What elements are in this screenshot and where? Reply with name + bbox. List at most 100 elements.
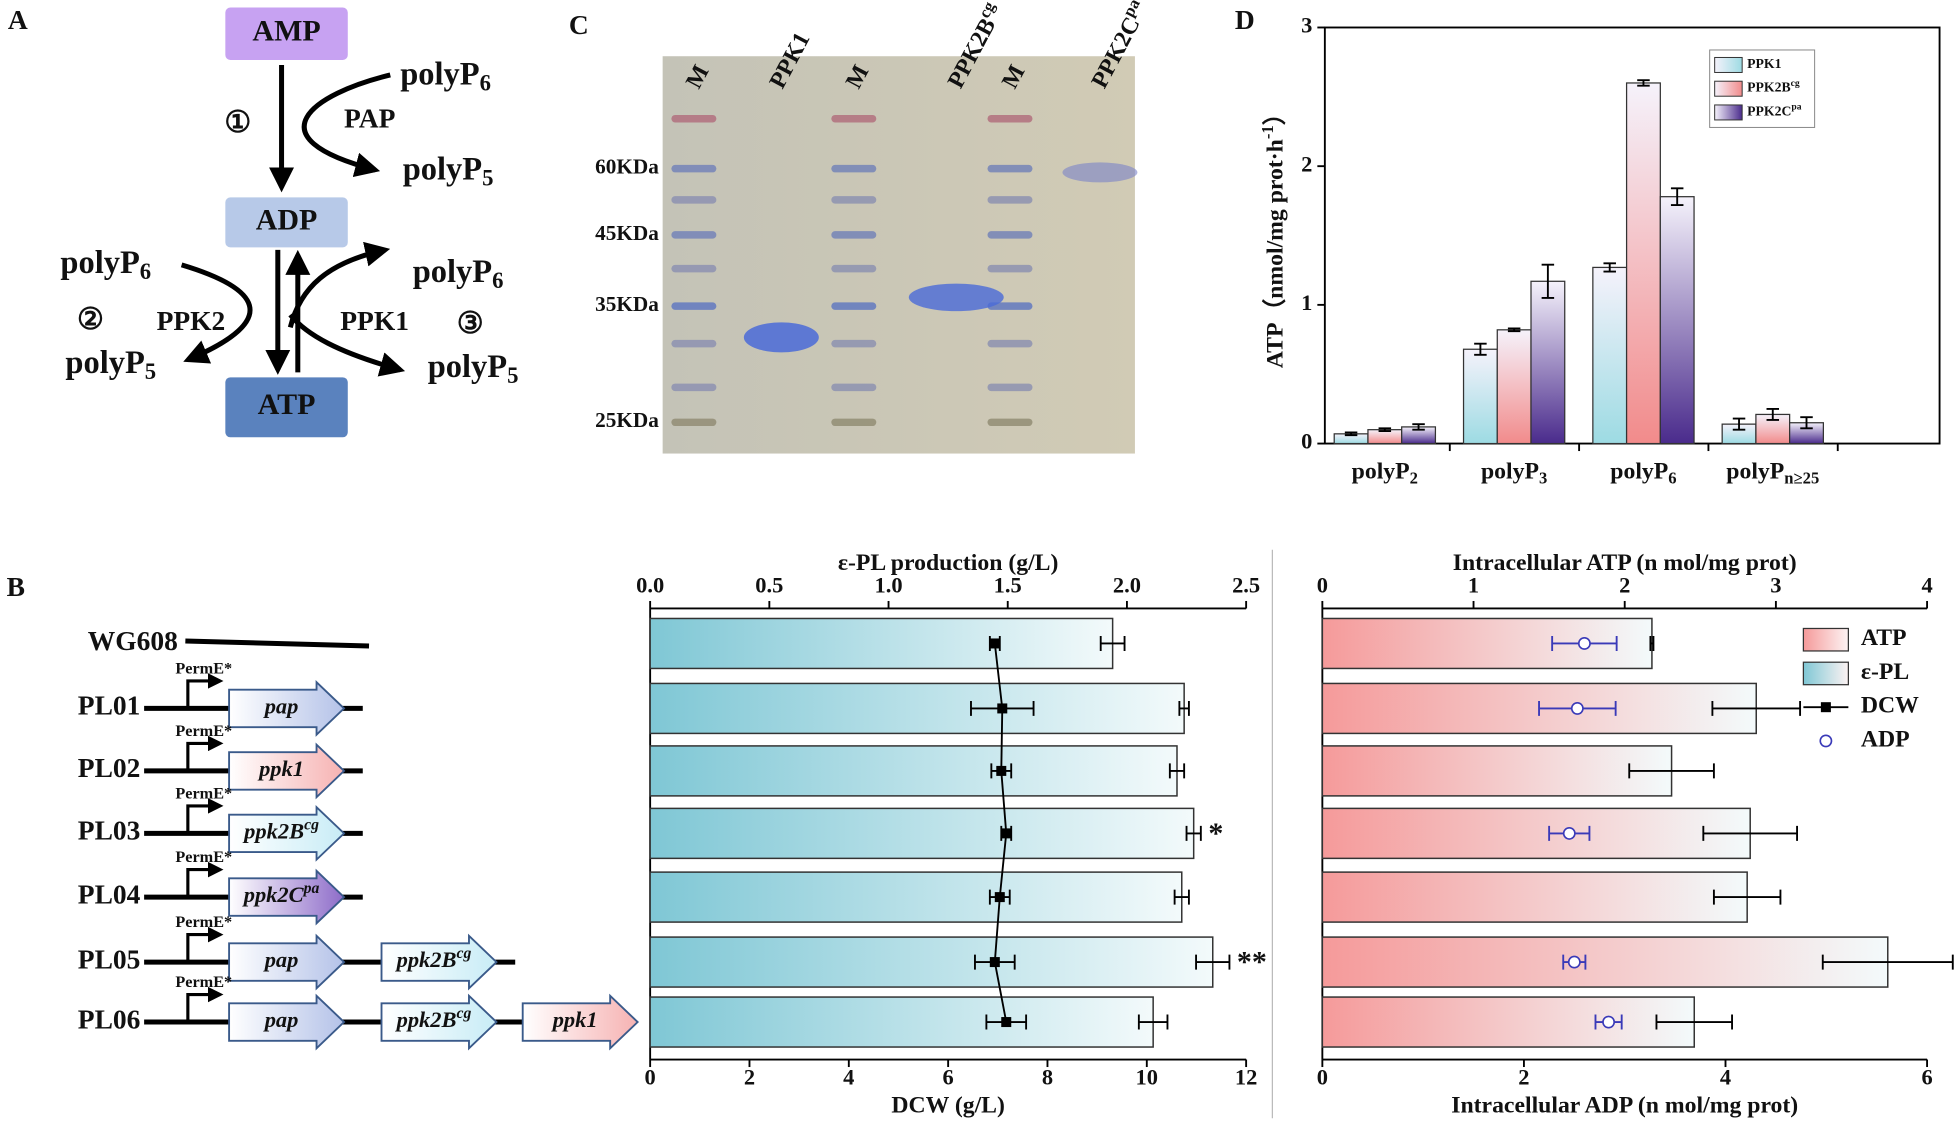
legend-swatch xyxy=(1714,80,1743,97)
gene-label: ppk2Cpa xyxy=(242,880,320,907)
step-number: ① xyxy=(224,106,251,139)
promoter-arrow xyxy=(186,926,224,963)
legend-label-part: cg xyxy=(1791,78,1800,89)
y-tick-label: 0 xyxy=(1301,429,1312,454)
point xyxy=(1562,826,1576,840)
promoter-label: PermE* xyxy=(175,848,232,866)
x2-tick-label: 8 xyxy=(1042,1065,1053,1090)
error-bar xyxy=(1732,417,1746,431)
error-bar xyxy=(1637,79,1650,87)
promoter-arrow xyxy=(186,798,224,834)
significance-mark: ** xyxy=(1237,945,1267,978)
enzyme-label: PAP xyxy=(344,104,395,134)
lane-label-part: pa xyxy=(1119,0,1144,20)
arrow xyxy=(301,72,391,177)
x-tick-label-part: polyP xyxy=(1726,459,1784,485)
point xyxy=(1577,637,1591,650)
x2-tick-label: 12 xyxy=(1235,1065,1257,1090)
gel-band xyxy=(987,196,1033,204)
x-tick-label: 1.5 xyxy=(994,572,1022,597)
substrate-label: polyP6 xyxy=(60,246,151,285)
gene-arrow xyxy=(228,680,346,737)
node-label: ATP xyxy=(258,388,316,421)
x-tick-label-part: n≥25 xyxy=(1784,468,1819,487)
panel-letter: A xyxy=(8,5,28,35)
y-tick-label: 3 xyxy=(1301,13,1312,38)
bar xyxy=(649,871,1183,923)
gel-band xyxy=(987,339,1033,348)
strain-label: PL06 xyxy=(78,1004,141,1034)
gel xyxy=(662,56,1135,454)
point xyxy=(994,892,1005,903)
node-label: ADP xyxy=(256,203,318,236)
substrate-label-part: polyP xyxy=(65,346,144,382)
substrate-label-part: 6 xyxy=(492,268,503,293)
panel-letter: B xyxy=(7,572,25,602)
bar xyxy=(1321,745,1673,797)
x-tick-label-part: 2 xyxy=(1410,468,1418,487)
error-bar xyxy=(1821,954,1954,970)
error-bar xyxy=(1702,825,1798,841)
panel-letter: C xyxy=(569,10,589,40)
promoter-arrow xyxy=(186,986,224,1023)
substrate-label: polyP5 xyxy=(428,349,519,388)
x-tick-label-part: 3 xyxy=(1539,468,1547,487)
x-tick-label: 2.5 xyxy=(1232,572,1260,597)
x-tick-label: polyP2 xyxy=(1352,459,1418,487)
gene-label: ppk2Bcg xyxy=(395,1005,472,1032)
error-bar xyxy=(1168,763,1186,779)
gene-label: ppk2Bcg xyxy=(395,945,472,972)
error-bar xyxy=(1195,954,1231,970)
error-bar xyxy=(1378,427,1392,433)
bar xyxy=(1321,996,1696,1048)
gel-band xyxy=(987,231,1033,239)
x2-tick-label: 4 xyxy=(1720,1065,1731,1090)
gel-band xyxy=(908,283,1004,312)
bar xyxy=(649,936,1214,988)
gene-arrow xyxy=(228,933,346,991)
gene-label: pap xyxy=(263,694,299,719)
promoter-label: PermE* xyxy=(175,659,232,677)
y-axis-title-part: ATP（nmol/mg prot·h xyxy=(1262,139,1289,368)
gene-arrow xyxy=(380,993,498,1051)
bar xyxy=(649,745,1178,797)
arrow xyxy=(287,241,391,328)
gene-label-part: ppk2B xyxy=(395,947,457,972)
step-number: ③ xyxy=(457,307,484,340)
promoter-arrow xyxy=(186,735,224,771)
x2-axis-title: DCW (g/L) xyxy=(891,1092,1005,1118)
marker-label: 60KDa xyxy=(595,155,659,179)
error-bar xyxy=(1541,263,1555,299)
strain-label: WG608 xyxy=(88,626,178,656)
gel-band xyxy=(831,302,877,310)
gene-label-part: ppk2B xyxy=(242,819,304,844)
gel-band xyxy=(671,196,717,204)
gene-label-part: ppk2B xyxy=(395,1007,457,1032)
error-bar xyxy=(1173,889,1190,905)
bar xyxy=(1530,280,1566,445)
gel-band xyxy=(671,164,717,173)
substrate-label: polyP5 xyxy=(403,152,494,191)
gel-band xyxy=(831,164,877,173)
x2-tick-label: 0 xyxy=(1317,1065,1328,1090)
gene-label: pap xyxy=(263,947,299,972)
x-axis-title: ε-PL production (g/L) xyxy=(838,550,1059,576)
error-bar xyxy=(1507,327,1521,333)
substrate-label-part: 5 xyxy=(145,359,156,384)
gel-band xyxy=(671,339,717,348)
x-tick-label: 3 xyxy=(1770,572,1781,597)
gene-label-part: cg xyxy=(304,816,319,833)
y-tick-label: 2 xyxy=(1301,151,1312,176)
legend-label: DCW xyxy=(1861,693,1919,719)
promoter-arrow xyxy=(186,673,224,709)
gene-label: ppk1 xyxy=(551,1007,598,1032)
substrate-label-part: polyP xyxy=(403,152,482,188)
gel-band xyxy=(831,418,877,427)
x2-tick-label: 2 xyxy=(1518,1065,1529,1090)
gel-band xyxy=(671,231,717,239)
pathway-node xyxy=(225,377,348,438)
point xyxy=(1001,828,1012,839)
x-tick-label: polyP3 xyxy=(1481,459,1547,487)
gene-arrow xyxy=(228,742,346,800)
promoter-arrow xyxy=(186,861,224,898)
